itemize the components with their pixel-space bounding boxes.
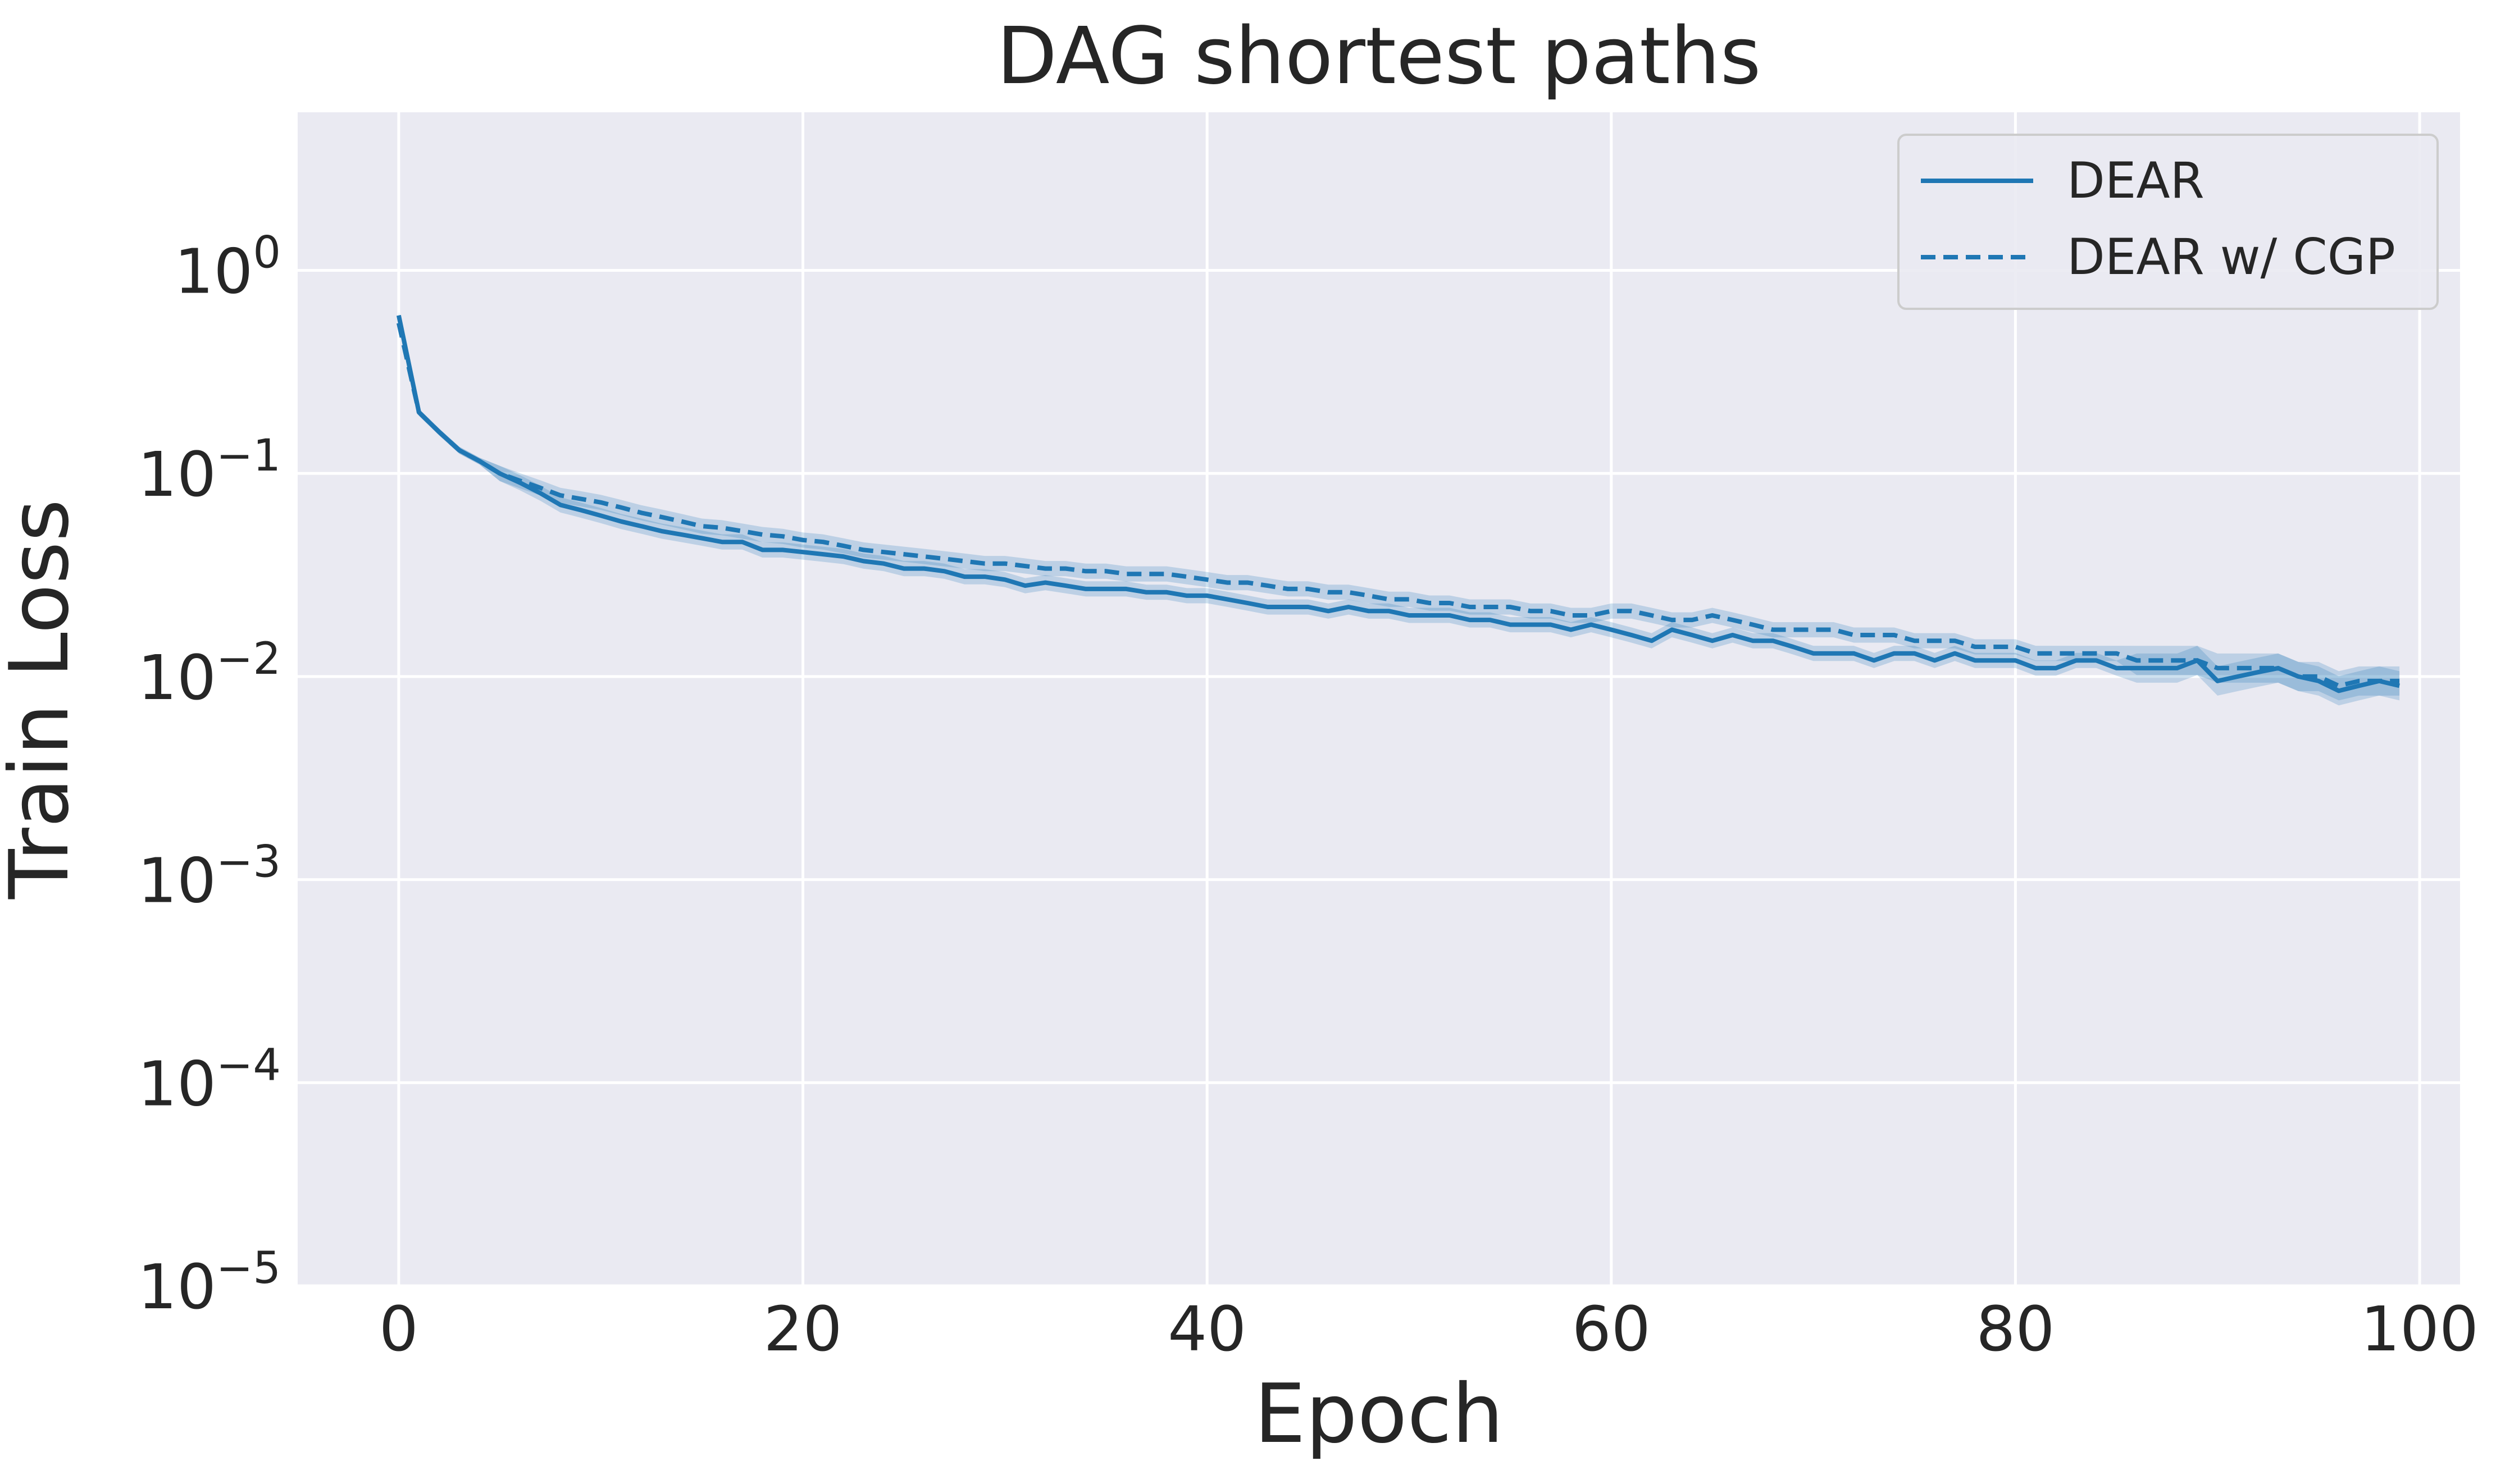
confidence-band — [398, 312, 2400, 706]
legend: DEAR DEAR w/ CGP — [1897, 134, 2439, 310]
y-tick-label: 100 — [174, 227, 281, 307]
x-axis-label: Epoch — [1254, 1367, 1504, 1462]
x-tick-label: 60 — [1572, 1293, 1651, 1365]
x-tick-label: 0 — [379, 1293, 418, 1365]
grid-lines — [298, 112, 2460, 1287]
x-tick-labels: 0 20 40 60 80 100 — [379, 1293, 2479, 1365]
legend-box — [1897, 134, 2439, 310]
y-axis-label: Train Loss — [0, 499, 87, 899]
x-tick-label: 20 — [764, 1293, 842, 1365]
x-tick-label: 40 — [1168, 1293, 1246, 1365]
legend-label-dear: DEAR — [2067, 152, 2205, 209]
chart-title: DAG shortest paths — [996, 11, 1761, 102]
x-tick-label: 80 — [1976, 1293, 2055, 1365]
legend-label-dear-cgp: DEAR w/ CGP — [2067, 228, 2395, 286]
y-tick-label: 10−2 — [138, 634, 281, 714]
y-tick-labels: 10−5 10−4 10−3 10−2 10−1 100 — [138, 227, 281, 1323]
series-line-dear — [396, 314, 2401, 693]
y-tick-label: 10−5 — [138, 1243, 281, 1323]
series-lines — [396, 314, 2401, 693]
x-tick-label: 100 — [2361, 1293, 2479, 1365]
y-tick-label: 10−1 — [138, 431, 281, 510]
y-tick-label: 10−3 — [138, 837, 281, 917]
series-line-dear-cgp — [396, 322, 2400, 688]
y-tick-label: 10−4 — [138, 1040, 281, 1120]
